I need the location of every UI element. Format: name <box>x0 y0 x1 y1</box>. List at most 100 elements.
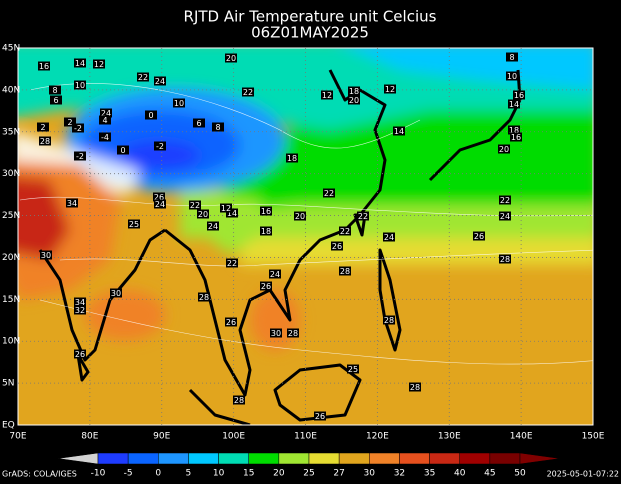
contour-label: 18 <box>349 87 359 96</box>
contour-label: 22 <box>500 196 510 205</box>
footer-left: GrADS: COLA/IGES <box>2 470 77 479</box>
contour-label-bg <box>508 99 520 109</box>
colorbar-tick-label: -10 <box>91 469 106 479</box>
contour-label-bg <box>513 90 525 100</box>
contour-label-bg <box>260 206 272 216</box>
lon-label: 80E <box>81 432 98 442</box>
contour-label: 8 <box>52 86 57 95</box>
contour-label: 24 <box>155 200 165 209</box>
colorbar-tick-label: 35 <box>424 469 435 479</box>
contour-label: 24 <box>208 222 218 231</box>
contour-label-bg <box>286 153 298 163</box>
colorbar-swatch <box>308 452 340 465</box>
contour-label-bg <box>154 76 166 86</box>
contour-label-bg <box>314 411 326 421</box>
contour-label: 12 <box>94 60 104 69</box>
contour-label-bg <box>72 123 84 133</box>
contour-label-bg <box>50 95 62 105</box>
contour-label: 30 <box>111 289 121 298</box>
contour-label: 22 <box>138 73 148 82</box>
contour-label-bg <box>499 254 511 264</box>
contour-label-bg <box>74 58 86 68</box>
lat-label: 25N <box>2 211 20 221</box>
contour-label-bg <box>212 122 224 132</box>
contour-label: 20 <box>499 145 509 154</box>
lon-label: 110E <box>294 432 317 442</box>
contour-label: 28 <box>234 396 244 405</box>
contour-label: 0 <box>148 111 153 120</box>
contour-label-bg <box>506 71 518 81</box>
contour-label: 6 <box>196 119 201 128</box>
contour-label: 24 <box>270 270 280 279</box>
contour-label-bg <box>37 122 49 132</box>
contour-label-bg <box>260 281 272 291</box>
contour-label-bg <box>506 52 518 62</box>
contour-label-bg <box>260 226 272 236</box>
contour-label-bg <box>197 209 209 219</box>
contour-label-bg <box>270 328 282 338</box>
contour-label-bg <box>339 226 351 236</box>
contour-label: 12 <box>322 91 332 100</box>
colorbar-swatch <box>338 452 370 465</box>
contour-label: 14 <box>394 127 404 136</box>
colorbar-swatch <box>248 452 280 465</box>
contour-label-bg <box>498 144 510 154</box>
contour-label-bg <box>207 221 219 231</box>
contour-label-bg <box>74 80 86 90</box>
contour-label-bg <box>74 297 86 307</box>
colorbar-swatch <box>459 452 491 465</box>
contour-label-bg <box>383 232 395 242</box>
colorbar-swatch <box>399 452 430 465</box>
contour-label: 24 <box>384 233 394 242</box>
contour-label-bg <box>49 85 61 95</box>
contour-label-bg <box>64 117 76 127</box>
contour-label: 22 <box>190 201 200 210</box>
footer-right: 2025-05-01-07:22 <box>547 470 619 479</box>
contour-label-bg <box>226 208 238 218</box>
contour-label-bg <box>173 98 185 108</box>
subtitle: 06Z01MAY2025 <box>251 24 369 42</box>
colorbar-high-triangle <box>519 452 561 465</box>
contour-label: 18 <box>509 126 519 135</box>
lon-label: 120E <box>366 432 389 442</box>
contour-label: -2 <box>156 142 164 151</box>
contour-label: -4 <box>101 133 109 142</box>
contour-label-bg <box>99 115 111 125</box>
contour-label-bg <box>99 132 111 142</box>
contour-label-bg <box>153 192 165 202</box>
contour-label: 16 <box>39 62 49 71</box>
contour-label-bg <box>38 61 50 71</box>
contour-label: 26 <box>226 318 236 327</box>
contour-label: 18 <box>287 154 297 163</box>
contour-label: 30 <box>41 251 51 260</box>
contour-label-bg <box>154 199 166 209</box>
contour-label-bg <box>220 203 232 213</box>
lat-label: 35N <box>2 127 20 137</box>
contour-label-bg <box>74 305 86 315</box>
contour-label: 28 <box>40 137 50 146</box>
contour-label-bg <box>225 317 237 327</box>
contour-label: 4 <box>102 116 107 125</box>
contour-label: 18 <box>261 227 271 236</box>
contour-label-bg <box>287 328 299 338</box>
colorbar-swatch <box>369 452 400 465</box>
contour-label-bg <box>357 211 369 221</box>
contour-label: 0 <box>120 146 125 155</box>
contour-label-bg <box>39 136 51 146</box>
colorbar-tick-label: 45 <box>484 469 495 479</box>
contour-label: 16 <box>511 133 521 142</box>
lat-label: 20N <box>2 253 20 263</box>
contour-label: 24 <box>101 109 111 118</box>
contour-label-bg <box>339 266 351 276</box>
colorbar-tick-label: 50 <box>514 469 526 479</box>
contour-label-bg <box>145 110 157 120</box>
contour-label: 20 <box>198 210 208 219</box>
contour-label-bg <box>510 132 522 142</box>
contour-label-bg <box>393 126 405 136</box>
colorbar-tick-label: 25 <box>303 469 314 479</box>
colorbar-tick-label: 20 <box>273 469 285 479</box>
colorbar-swatch <box>188 452 219 465</box>
contour-label-bg <box>409 382 421 392</box>
